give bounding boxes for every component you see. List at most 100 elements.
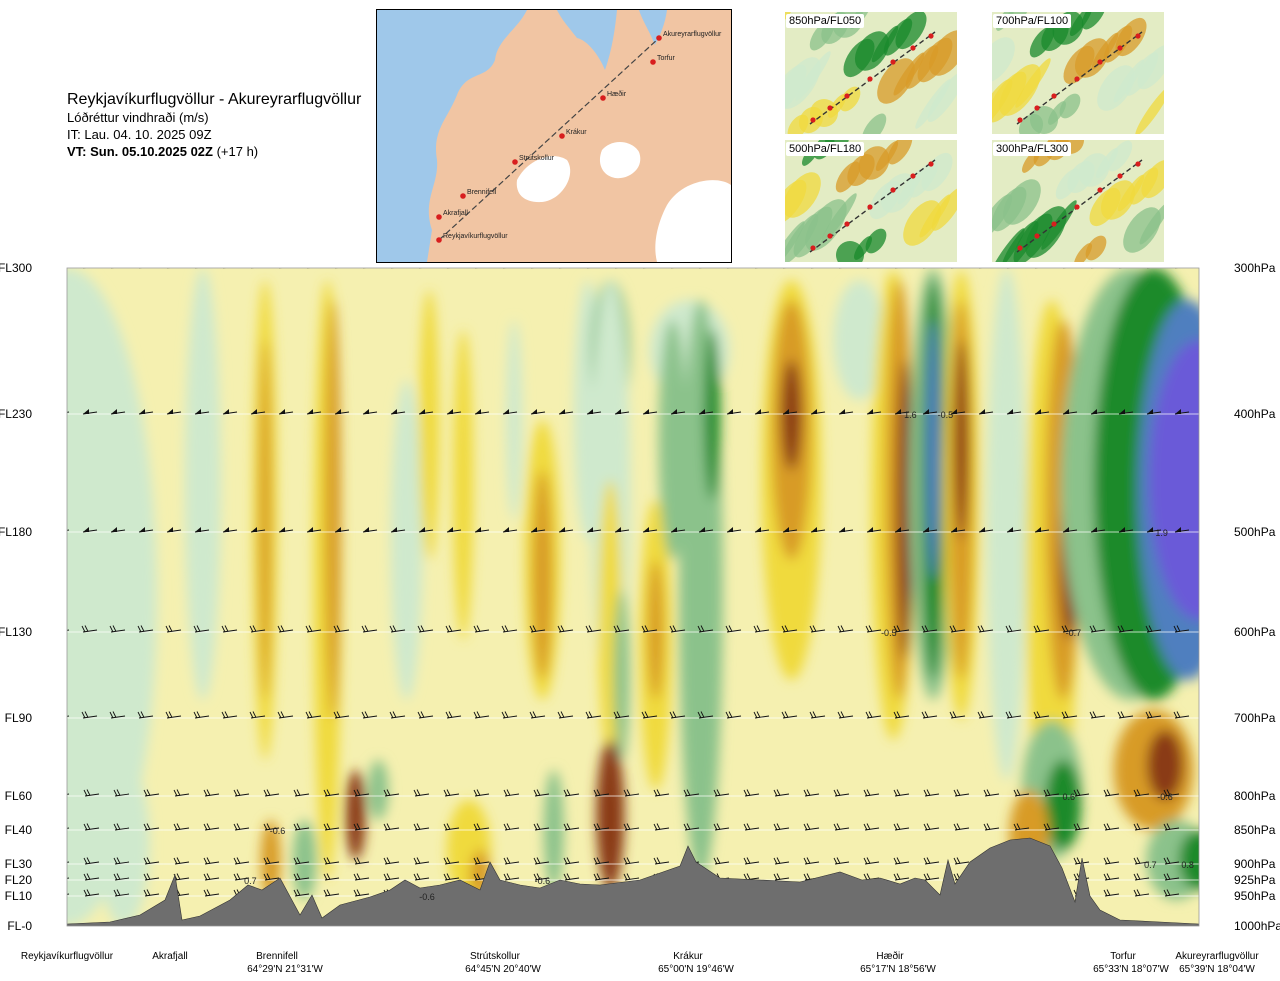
- minimap-field-blob: [1137, 44, 1164, 90]
- right-axis-tick: 700hPa: [1234, 711, 1276, 725]
- wind-barb: [250, 409, 266, 415]
- wind-barb: [233, 873, 250, 881]
- wind-barb: [138, 527, 154, 533]
- wind-barb: [1117, 711, 1134, 719]
- wind-barb: [833, 857, 850, 865]
- minimap-700[interactable]: 700hPa/FL100: [992, 12, 1164, 134]
- minimap-waypoint: [928, 161, 934, 167]
- wind-barb: [390, 527, 406, 533]
- wind-barb: [293, 873, 310, 881]
- left-axis-tick: FL230: [0, 407, 32, 421]
- right-axis-tick: 500hPa: [1234, 525, 1276, 539]
- wind-barb: [1033, 625, 1050, 633]
- wind-barb: [922, 409, 938, 415]
- route-map-canvas: Akureyrarflugvöllur Torfur Hæðir Krákur Strú…: [377, 10, 731, 262]
- wind-barb: [502, 527, 518, 533]
- map-fjord: [639, 10, 667, 45]
- wind-barb: [501, 711, 518, 719]
- wind-barb: [803, 823, 820, 831]
- wind-barb: [306, 527, 322, 533]
- wind-barb: [893, 789, 910, 797]
- wind-barb: [529, 625, 546, 633]
- field-value-label: 0.7: [244, 876, 257, 886]
- wind-barb: [533, 789, 550, 797]
- minimap-300[interactable]: 300hPa/FL300: [992, 140, 1164, 262]
- left-axis-tick: FL20: [5, 873, 33, 887]
- minimap-850[interactable]: 850hPa/FL050: [785, 12, 957, 134]
- minimap-850-canvas: [785, 12, 957, 134]
- plot-frame: [66, 267, 1200, 927]
- wind-barb: [138, 409, 154, 415]
- wind-barb: [781, 711, 798, 719]
- wind-barb: [1043, 789, 1060, 797]
- wind-barb: [83, 823, 100, 831]
- right-axis-tick: 300hPa: [1234, 261, 1276, 275]
- wind-barb: [391, 268, 395, 269]
- wind-barb: [109, 711, 126, 719]
- wind-barb: [950, 527, 966, 533]
- minimap-waypoint: [1074, 76, 1080, 82]
- wind-barb: [323, 857, 340, 865]
- wind-barb: [979, 268, 983, 269]
- minimap-field-blob: [992, 37, 1015, 83]
- right-axis-tick: 925hPa: [1234, 873, 1276, 887]
- wind-barb: [533, 873, 550, 881]
- right-axis-tick: 400hPa: [1234, 407, 1276, 421]
- wind-barb: [1174, 527, 1190, 533]
- wind-barb: [699, 268, 703, 269]
- minimap-field-blob: [861, 113, 887, 134]
- wind-barb: [811, 268, 815, 269]
- wind-barb: [865, 711, 882, 719]
- wind-barb: [233, 857, 250, 865]
- wind-barb: [353, 823, 370, 831]
- wind-barb: [977, 625, 994, 633]
- wind-barb: [165, 711, 182, 719]
- wind-barb: [305, 711, 322, 719]
- wind-barb: [293, 857, 310, 865]
- wind-barb: [113, 857, 130, 865]
- wind-barb: [389, 711, 406, 719]
- wind-barb: [727, 268, 731, 269]
- minimap-waypoint: [890, 59, 896, 65]
- wind-barb: [1145, 625, 1162, 633]
- minimap-field-blob: [1139, 201, 1164, 245]
- wind-barb: [586, 527, 602, 533]
- wind-barb: [1103, 889, 1120, 897]
- wind-barb: [1043, 823, 1060, 831]
- minimap-waypoint: [1034, 233, 1040, 239]
- route-points: Akureyrarflugvöllur Torfur Hæðir Krákur Strú…: [436, 31, 722, 243]
- wind-barb: [278, 409, 294, 415]
- wind-barb: [754, 527, 770, 533]
- wind-barb: [1034, 527, 1050, 533]
- wind-barb: [1073, 789, 1090, 797]
- wind-barb: [166, 409, 182, 415]
- minimap-waypoint: [1097, 59, 1103, 65]
- wind-barb: [865, 625, 882, 633]
- minimap-waypoint: [1017, 117, 1023, 123]
- wind-barb: [173, 823, 190, 831]
- route-map[interactable]: Akureyrarflugvöllur Torfur Hæðir Krákur Strú…: [376, 9, 732, 263]
- wind-barb: [443, 823, 460, 831]
- wind-barb: [278, 527, 294, 533]
- wind-barb: [698, 409, 714, 415]
- minimap-waypoint: [1034, 105, 1040, 111]
- wind-barb: [613, 625, 630, 633]
- wind-barb: [923, 873, 940, 881]
- wind-barb: [585, 711, 602, 719]
- wind-barb: [81, 625, 98, 633]
- wind-barb: [139, 268, 143, 269]
- field-value-label: -0.7: [1066, 628, 1082, 638]
- field-value-label: 1.9: [1155, 528, 1168, 538]
- wind-barb: [725, 711, 742, 719]
- minimap-field-blob: [795, 51, 831, 101]
- wind-barb: [653, 789, 670, 797]
- wind-barb: [353, 889, 370, 897]
- left-axis-tick: FL90: [5, 711, 33, 725]
- minimap-500[interactable]: 500hPa/FL180: [785, 140, 957, 262]
- field-blob: [781, 360, 802, 470]
- minimap-waypoint: [928, 33, 934, 39]
- wind-barb: [389, 625, 406, 633]
- wind-barb: [203, 873, 220, 881]
- wind-barb: [306, 409, 322, 415]
- vertical-velocity-field: [67, 268, 1199, 926]
